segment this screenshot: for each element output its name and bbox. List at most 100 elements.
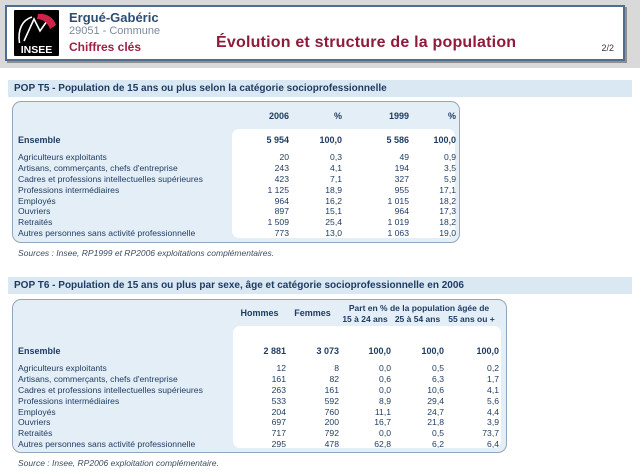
cell: 0,5: [432, 428, 444, 439]
table-row: Employés 964 16,2 1 015 18,2: [13, 196, 459, 207]
cell: 19,0: [439, 228, 456, 239]
t5-col-pct2: %: [447, 110, 456, 121]
row-label: Retraités: [18, 217, 53, 228]
header-band: INSEE Ergué-Gabéric 29051 - Commune Chif…: [0, 0, 640, 68]
cell: 5 954: [266, 135, 289, 145]
row-label: Ouvriers: [18, 417, 51, 428]
cell: 100,0: [368, 346, 391, 356]
cell: 16,7: [374, 417, 391, 428]
row-label: Ensemble: [18, 346, 61, 356]
cell: 263: [271, 384, 286, 395]
table-row: Autres personnes sans activité professio…: [13, 439, 506, 450]
cell: 10,6: [427, 384, 444, 395]
cell: 17,3: [439, 206, 456, 217]
cell: 760: [324, 406, 339, 417]
t6-column-headers: Hommes Femmes Part en % de la population…: [13, 300, 506, 326]
cell: 18,2: [439, 195, 456, 206]
page-title: Évolution et structure de la population: [216, 34, 517, 51]
cell: 0,2: [487, 363, 499, 373]
commune-code: 29051 - Commune: [69, 25, 161, 37]
cell: 1 015: [387, 195, 409, 206]
cell: 478: [324, 439, 339, 450]
row-label: Professions intermédiaires: [18, 184, 120, 195]
row-label: Professions intermédiaires: [18, 395, 120, 406]
t6-group-header: Part en % de la population âgée de 15 à …: [339, 302, 499, 325]
t6-group-title: Part en % de la population âgée de: [348, 302, 490, 313]
table-row: Cadres et professions intellectuelles su…: [13, 174, 459, 185]
cell: 7,1: [330, 173, 342, 184]
table-row: Agriculteurs exploitants 20 0,3 49 0,9: [13, 152, 459, 163]
cell: 3,5: [444, 162, 456, 173]
cell: 4,1: [487, 384, 499, 395]
t5-data-panel: [232, 129, 455, 238]
table-row: Autres personnes sans activité professio…: [13, 228, 459, 239]
table-row: Ouvriers 897 15,1 964 17,3: [13, 206, 459, 217]
cell: 1 063: [387, 228, 409, 239]
insee-logo-icon: INSEE: [14, 10, 59, 56]
row-label: Agriculteurs exploitants: [18, 363, 107, 373]
cell: 964: [394, 206, 409, 217]
t5-rows: Agriculteurs exploitants 20 0,3 49 0,9 A…: [13, 152, 459, 239]
cell: 29,4: [427, 395, 444, 406]
row-label: Agriculteurs exploitants: [18, 152, 107, 162]
cell: 73,7: [482, 428, 499, 439]
row-label: Ouvriers: [18, 206, 51, 217]
cell: 773: [274, 228, 289, 239]
cell: 17,1: [439, 184, 456, 195]
t6-rows: Agriculteurs exploitants 12 8 0,0 0,5 0,…: [13, 363, 506, 450]
row-label: Cadres et professions intellectuelles su…: [18, 384, 203, 395]
cell: 717: [271, 428, 286, 439]
t5-col-1999: 1999: [388, 110, 409, 121]
cell: 955: [394, 184, 409, 195]
t6-col-25-54: 25 à 54 ans: [394, 313, 441, 324]
t6-col-15-24: 15 à 24 ans: [342, 313, 388, 324]
cell: 1 509: [267, 217, 289, 228]
cell: 5,6: [487, 395, 499, 406]
cell: 697: [271, 417, 286, 428]
cell: 62,8: [374, 439, 391, 450]
cell: 82: [329, 373, 339, 384]
t5-ensemble-row: Ensemble 5 954 100,0 5 586 100,0: [13, 134, 459, 146]
chiffres-cles-label: Chiffres clés: [69, 40, 142, 54]
table-row: Artisans, commerçants, chefs d'entrepris…: [13, 163, 459, 174]
cell: 100,0: [421, 346, 444, 356]
cell: 4,4: [487, 406, 499, 417]
cell: 964: [274, 195, 289, 206]
t6-col-55plus: 55 ans ou +: [448, 313, 495, 324]
section-title-pop-t6: POP T6 - Population de 15 ans ou plus pa…: [8, 277, 632, 294]
commune-name: Ergué-Gabéric: [69, 10, 159, 25]
row-label: Cadres et professions intellectuelles su…: [18, 173, 203, 184]
row-label: Employés: [18, 195, 56, 206]
cell: 15,1: [325, 206, 342, 217]
t6-data-panel: [233, 326, 501, 448]
cell: 5 586: [386, 135, 409, 145]
cell: 21,8: [427, 417, 444, 428]
cell: 243: [274, 162, 289, 173]
cell: 792: [324, 428, 339, 439]
cell: 1 019: [387, 217, 409, 228]
cell: 0,6: [379, 373, 391, 384]
cell: 24,7: [427, 406, 444, 417]
cell: 6,3: [432, 373, 444, 384]
cell: 100,0: [476, 346, 499, 356]
cell: 11,1: [374, 406, 391, 417]
table-row: Agriculteurs exploitants 12 8 0,0 0,5 0,…: [13, 363, 506, 374]
cell: 3,9: [487, 417, 499, 428]
t6-col-hommes: Hommes: [240, 308, 279, 318]
cell: 0,0: [379, 384, 391, 395]
cell: 327: [394, 173, 409, 184]
cell: 3 073: [316, 346, 339, 356]
table-pop-t5: 2006 % 1999 % Ensemble 5 954 100,0 5 586…: [12, 101, 460, 243]
table-row: Cadres et professions intellectuelles su…: [13, 385, 506, 396]
row-label: Employés: [18, 406, 56, 417]
cell: 18,2: [439, 217, 456, 228]
row-label: Ensemble: [18, 135, 61, 145]
cell: 18,9: [325, 184, 342, 195]
t5-col-2006: 2006: [268, 110, 289, 121]
cell: 423: [274, 173, 289, 184]
table-row: Professions intermédiaires 1 125 18,9 95…: [13, 185, 459, 196]
t5-source-note: Sources : Insee, RP1999 et RP2006 exploi…: [18, 248, 275, 258]
table-row: Retraités 1 509 25,4 1 019 18,2: [13, 217, 459, 228]
cell: 12: [276, 363, 286, 373]
